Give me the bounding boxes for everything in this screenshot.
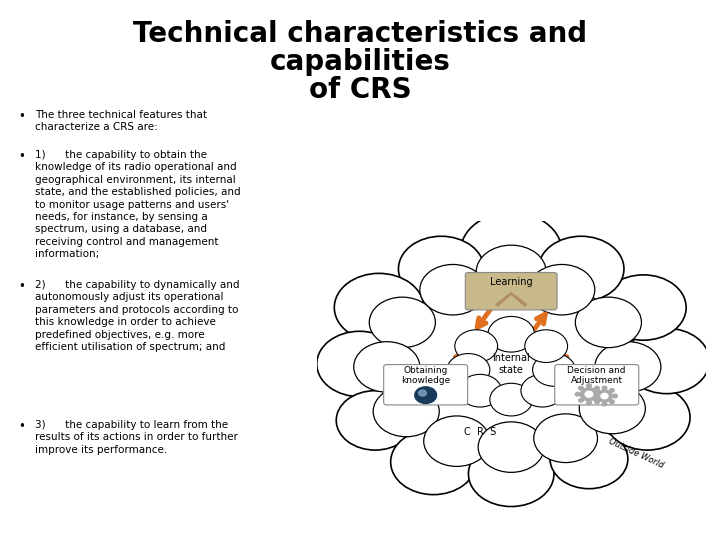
Circle shape <box>597 390 612 402</box>
FancyBboxPatch shape <box>465 273 557 310</box>
Polygon shape <box>495 293 527 306</box>
Circle shape <box>579 399 583 402</box>
Circle shape <box>447 354 490 386</box>
Circle shape <box>601 393 608 399</box>
Circle shape <box>525 330 567 362</box>
Circle shape <box>600 275 686 340</box>
Text: 1)      the capability to obtain the
knowledge of its radio operational and
geog: 1) the capability to obtain the knowledg… <box>35 150 240 259</box>
Text: internal
state: internal state <box>492 353 530 375</box>
Text: •: • <box>18 150 25 163</box>
Circle shape <box>613 394 617 398</box>
Circle shape <box>373 386 439 437</box>
Circle shape <box>595 387 599 390</box>
FancyBboxPatch shape <box>384 364 468 405</box>
Circle shape <box>490 383 533 416</box>
Circle shape <box>528 265 595 315</box>
Text: Technical characteristics and: Technical characteristics and <box>133 20 587 48</box>
Circle shape <box>461 212 562 289</box>
Text: •: • <box>18 110 25 123</box>
Circle shape <box>488 316 534 352</box>
Circle shape <box>369 297 436 348</box>
Text: •: • <box>18 420 25 433</box>
Circle shape <box>334 273 423 342</box>
Circle shape <box>579 383 645 434</box>
Circle shape <box>595 399 599 402</box>
Circle shape <box>455 330 498 362</box>
Circle shape <box>420 265 486 315</box>
Circle shape <box>605 384 690 450</box>
Circle shape <box>575 297 642 348</box>
Circle shape <box>595 389 600 392</box>
FancyBboxPatch shape <box>554 364 639 405</box>
Text: C  R  S: C R S <box>464 427 496 437</box>
Circle shape <box>415 387 436 403</box>
Text: 3)      the capability to learn from the
results of its actions in order to furt: 3) the capability to learn from the resu… <box>35 420 238 455</box>
Circle shape <box>476 245 546 299</box>
Circle shape <box>610 389 614 392</box>
Polygon shape <box>510 292 511 306</box>
Circle shape <box>398 236 484 301</box>
Text: capabilities: capabilities <box>269 48 451 76</box>
Circle shape <box>354 342 420 392</box>
Text: •: • <box>18 280 25 293</box>
Circle shape <box>602 386 607 390</box>
Circle shape <box>521 374 564 407</box>
Circle shape <box>585 392 593 397</box>
Circle shape <box>587 384 591 387</box>
Circle shape <box>575 393 580 396</box>
Text: Learning: Learning <box>490 277 533 287</box>
Circle shape <box>595 342 661 392</box>
Circle shape <box>539 236 624 301</box>
Text: Decision and
Adjustment: Decision and Adjustment <box>567 366 626 385</box>
Text: of CRS: of CRS <box>309 76 411 104</box>
Circle shape <box>423 416 490 467</box>
Circle shape <box>459 374 501 407</box>
Circle shape <box>579 387 583 390</box>
Circle shape <box>317 331 402 396</box>
Text: Outside World: Outside World <box>607 436 665 470</box>
Circle shape <box>602 402 607 406</box>
Circle shape <box>395 272 628 450</box>
Circle shape <box>533 354 575 386</box>
Circle shape <box>364 251 659 477</box>
Text: 2)      the capability to dynamically and
autonomously adjust its operational
pa: 2) the capability to dynamically and aut… <box>35 280 240 352</box>
Circle shape <box>478 422 544 472</box>
Circle shape <box>580 388 598 401</box>
Circle shape <box>587 401 591 404</box>
Circle shape <box>550 429 628 489</box>
Circle shape <box>336 391 414 450</box>
Circle shape <box>469 441 554 507</box>
Circle shape <box>418 390 426 396</box>
Circle shape <box>391 429 476 495</box>
Circle shape <box>595 400 600 403</box>
Circle shape <box>598 393 603 396</box>
Circle shape <box>534 414 598 463</box>
Circle shape <box>472 331 550 391</box>
Text: Obtaining
knowledge: Obtaining knowledge <box>401 366 450 385</box>
Circle shape <box>610 400 614 403</box>
Text: The three technical features that
characterize a CRS are:: The three technical features that charac… <box>35 110 207 132</box>
Circle shape <box>624 328 709 394</box>
Circle shape <box>592 394 596 398</box>
